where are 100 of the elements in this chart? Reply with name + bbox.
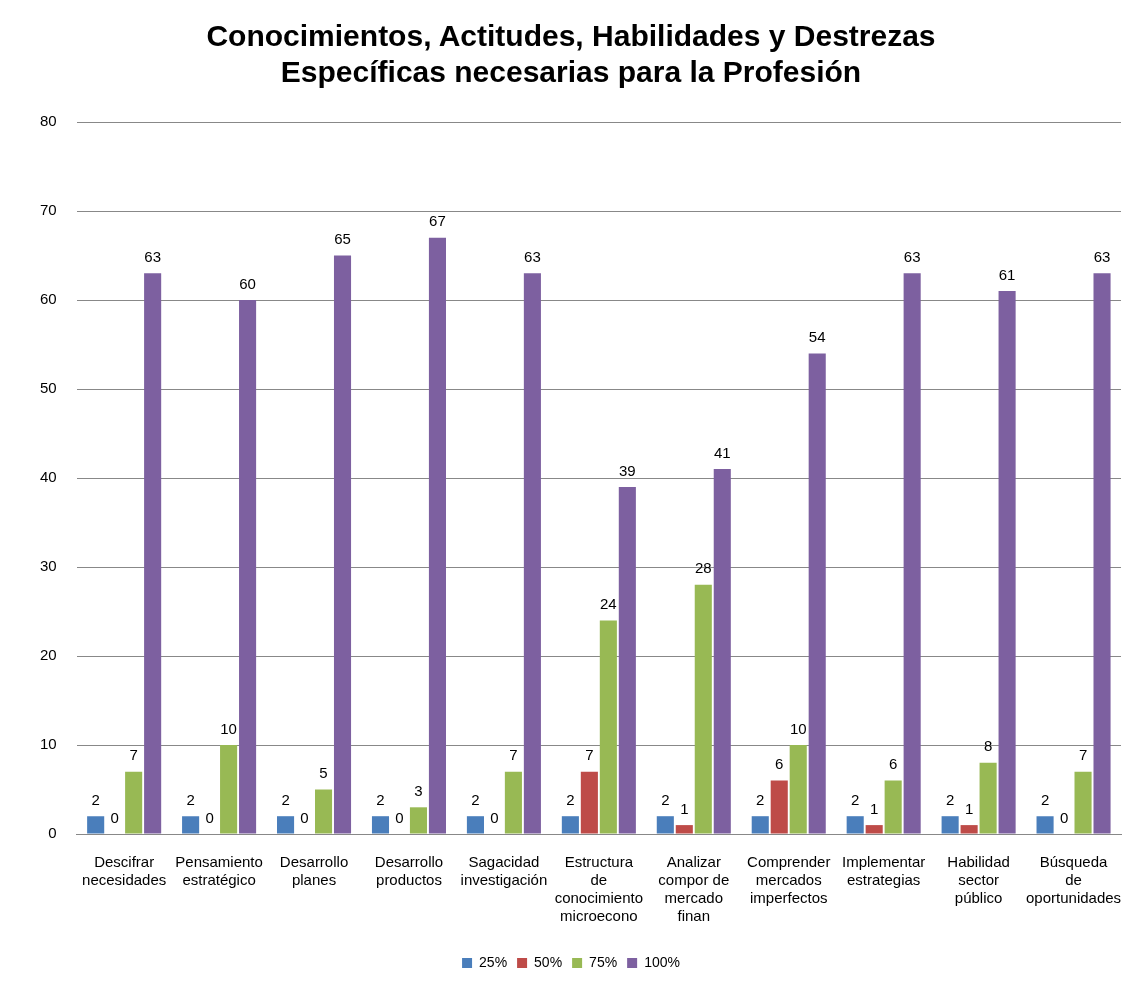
bar [941,816,959,834]
data-label: 2 [186,790,195,808]
bar [1093,273,1111,834]
y-tick-label: 40 [40,468,57,486]
bar [979,762,997,834]
data-label: 0 [490,808,499,826]
bar [125,771,143,834]
data-label: 2 [945,790,955,808]
bar [220,745,238,834]
data-label: 65 [334,230,351,248]
x-tick-label: Analizar compor de mercado finan [658,853,730,925]
y-tick-label: 80 [40,112,57,130]
data-label: 0 [110,808,119,826]
bar [144,273,162,834]
data-label: 0 [205,808,214,826]
data-label: 61 [998,265,1016,283]
data-label: 2 [471,790,480,808]
data-label: 3 [414,781,423,799]
data-label: 41 [713,443,731,461]
bar [1074,771,1092,834]
data-label: 2 [566,790,575,808]
data-label: 7 [585,746,594,764]
data-label: 6 [775,755,784,773]
chart-title: Conocimientos, Actitudes, Habilidades y Destrezas Específicas necesarias para la Profesión [206,19,936,89]
bar [428,237,446,834]
bar [789,745,807,834]
bar [675,825,693,834]
data-label: 63 [1093,247,1111,265]
bar [998,291,1016,834]
y-tick-label: 20 [40,646,57,664]
data-label: 5 [319,764,328,782]
x-tick-label: Estructura de conocimiento microecono [554,853,644,925]
bar [656,816,674,834]
bar [561,816,579,834]
data-label: 2 [851,790,860,808]
data-label: 60 [239,274,256,292]
legend-label: 100% [644,953,680,970]
x-tick-label: Pensamiento estratégico [175,853,263,889]
data-label: 7 [129,746,138,764]
x-tick-label: Sagacidad investigación [460,853,548,889]
bar [865,825,883,834]
data-label: 39 [618,461,636,479]
x-tick-label: Desarrollo productos [374,853,444,889]
data-label: 1 [680,799,689,817]
data-label: 24 [600,595,617,613]
bar [504,771,522,834]
data-label: 7 [1078,746,1088,764]
bar [239,300,257,834]
data-label: 28 [694,559,712,577]
data-label: 67 [429,212,446,230]
bar [182,816,200,834]
data-label: 1 [870,799,879,817]
data-label: 54 [808,328,826,346]
bar [960,825,978,834]
bar [808,353,826,834]
y-tick-label: 70 [40,201,57,219]
data-label: 2 [756,790,765,808]
bar [770,780,788,834]
data-label: 2 [1040,790,1050,808]
data-label: 63 [524,247,541,265]
bar [903,273,921,834]
bar [523,273,541,834]
legend-label: 25% [479,953,508,970]
data-label: 7 [509,746,518,764]
data-label: 8 [983,737,993,755]
data-label: 63 [903,247,921,265]
data-label: 2 [281,790,290,808]
bar [314,789,333,834]
bar [884,780,902,834]
bar [87,816,105,834]
bar [1036,816,1054,834]
x-tick-label: Búsqueda de oportunidades [1026,853,1122,907]
bar [277,816,295,834]
bar [580,771,598,834]
data-label: 1 [964,799,974,817]
bar [618,486,636,834]
data-label: 0 [300,808,309,826]
data-label: 2 [661,790,670,808]
legend-label: 75% [589,953,618,970]
x-tick-label: Descifrar necesidades [82,853,167,889]
bar [466,816,484,834]
data-label: 63 [144,247,161,265]
x-tick-label: Implementar estrategias [841,853,926,889]
x-tick-label: Comprender mercados imperfectos [747,853,831,907]
bar [599,620,617,834]
data-label: 10 [789,719,807,737]
data-label: 2 [91,790,100,808]
data-label: 10 [220,719,237,737]
data-label: 0 [395,808,404,826]
bar [846,816,864,834]
bar [694,584,712,834]
y-tick-label: 10 [40,735,57,753]
bar [713,469,731,834]
data-label: 2 [376,790,385,808]
y-tick-label: 0 [48,824,57,842]
x-tick-label: Habilidad sector público [947,853,1010,907]
bar [333,255,352,834]
bar [751,816,769,834]
x-tick-label: Desarrollo planes [279,853,349,889]
y-tick-label: 60 [40,290,57,308]
